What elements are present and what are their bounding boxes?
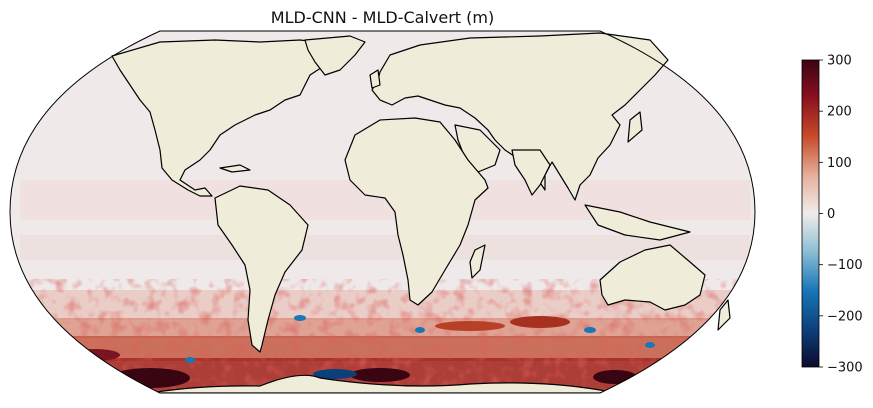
eurasia-landmass xyxy=(371,32,669,201)
antarctica-landmass xyxy=(149,374,621,393)
south-america-landmass xyxy=(214,185,309,353)
globe-outline xyxy=(9,30,756,394)
colorbar-tick-label: 300 xyxy=(827,54,852,69)
colorbar-ticks: 300 200 100 0 −100 −200 −300 xyxy=(819,54,863,376)
arabia-landmass xyxy=(454,124,501,173)
africa-landmass xyxy=(344,117,489,306)
caribbean-islands xyxy=(219,164,251,173)
southeast-asia-islands xyxy=(584,204,691,241)
colorbar-gradient xyxy=(801,59,820,368)
colorbar-tick-label: −100 xyxy=(827,258,863,273)
uk-landmass xyxy=(369,69,381,89)
india-landmass xyxy=(511,149,551,196)
colorbar-tick-label: −200 xyxy=(827,309,863,324)
colorbar: 300 200 100 0 −100 −200 −300 xyxy=(801,54,863,376)
colorbar-tick-label: 100 xyxy=(827,156,852,171)
map-title: MLD-CNN - MLD-Calvert (m) xyxy=(270,8,495,27)
madagascar-landmass xyxy=(469,244,486,279)
australia-landmass xyxy=(599,244,706,311)
japan-landmass xyxy=(627,111,643,143)
colorbar-tick-label: 0 xyxy=(827,207,835,222)
greenland-landmass xyxy=(304,35,366,76)
colorbar-tick-label: 200 xyxy=(827,105,852,120)
land-layer xyxy=(111,32,731,353)
new-zealand-landmass xyxy=(717,299,731,331)
colorbar-tick-label: −300 xyxy=(827,361,863,376)
